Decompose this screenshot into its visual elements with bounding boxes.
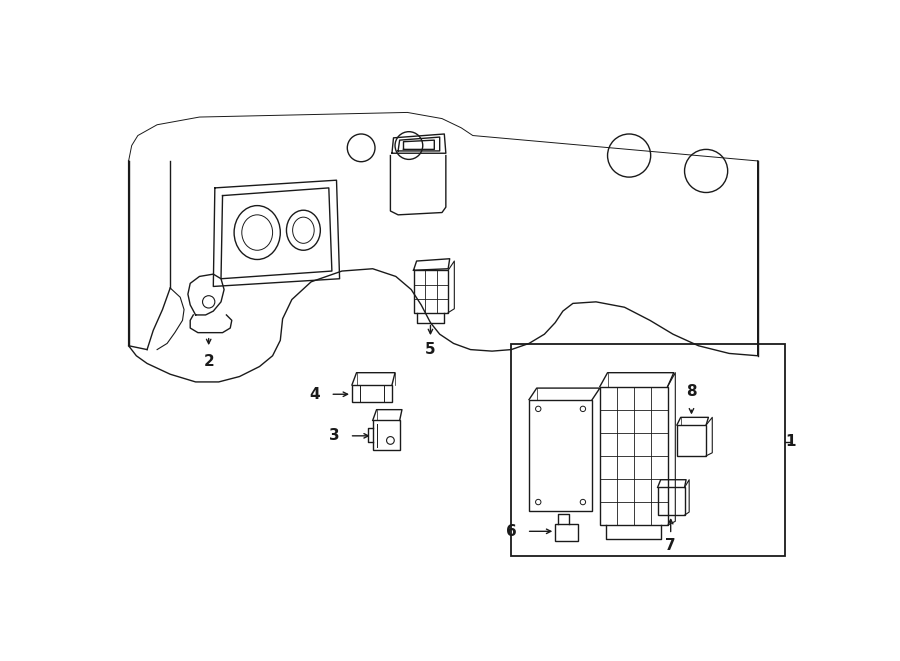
Bar — [511, 344, 785, 556]
Bar — [555, 524, 579, 541]
Text: 2: 2 — [203, 354, 214, 369]
Bar — [529, 400, 592, 512]
Text: 7: 7 — [665, 539, 676, 553]
Bar — [677, 425, 706, 456]
Text: 6: 6 — [506, 524, 517, 539]
Bar — [373, 420, 400, 449]
Bar — [352, 385, 392, 402]
Text: 3: 3 — [328, 428, 339, 444]
Text: 4: 4 — [310, 387, 320, 402]
Text: 1: 1 — [786, 434, 796, 449]
Bar — [413, 270, 448, 313]
Text: 5: 5 — [425, 342, 436, 357]
Text: 8: 8 — [686, 385, 697, 399]
Bar — [599, 387, 668, 525]
Bar — [658, 487, 685, 515]
